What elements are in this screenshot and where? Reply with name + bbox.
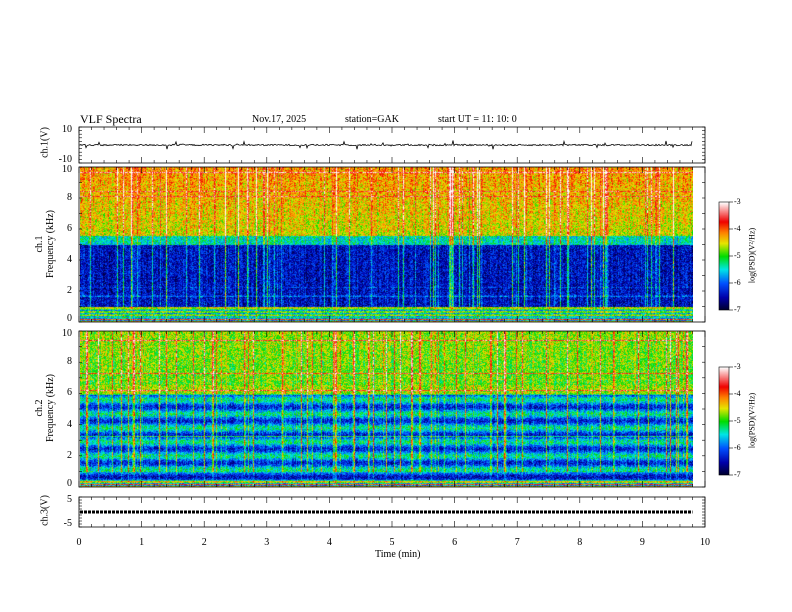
- x-axis-label: Time (min): [375, 549, 421, 560]
- colorbar-tick-label: -3: [734, 197, 741, 206]
- ch2-spec-ylabel-a: ch.2: [34, 399, 45, 417]
- y-tick-label: 0: [67, 478, 72, 489]
- y-tick-label: 2: [67, 449, 72, 461]
- colorbar-frame: [718, 201, 730, 311]
- y-tick-label: 2: [67, 285, 72, 296]
- y-tick-label: 8: [67, 192, 72, 203]
- x-tick-label: 0: [76, 537, 82, 548]
- y-tick-label: 5: [67, 494, 72, 505]
- colorbar-tick-label: -7: [734, 305, 741, 314]
- ch2-spectrogram: [80, 331, 693, 487]
- figure-title: VLF Spectra: [80, 112, 142, 126]
- y-tick-label: 10: [62, 164, 72, 175]
- ch1-spectrogram: [80, 167, 693, 322]
- panel-frame: [78, 166, 706, 323]
- y-tick-label: 10: [62, 124, 72, 135]
- station-label: station=GAK: [345, 114, 399, 125]
- panel-frame: [78, 330, 706, 488]
- y-tick-label: 10: [62, 328, 72, 339]
- ch1-spec-ylabel-b: Frequency (kHz): [45, 209, 56, 279]
- x-tick-label: 7: [514, 537, 520, 548]
- colorbar-frame: [718, 366, 730, 476]
- x-tick-label: 2: [201, 537, 207, 548]
- date-label: Nov.17, 2025: [252, 114, 307, 125]
- ch1-spec-ylabel: ch.1 Frequency (kHz): [34, 204, 56, 284]
- x-tick-label: 5: [389, 537, 395, 548]
- colorbar-tick-label: -5: [734, 416, 741, 425]
- y-tick-label: 0: [67, 313, 72, 324]
- y-tick-label: 4: [67, 418, 72, 430]
- colorbar-ch1: [719, 202, 729, 310]
- x-tick-label: 6: [452, 537, 458, 548]
- ch1-waveform-line: [79, 139, 693, 150]
- y-tick-label: -5: [63, 518, 72, 529]
- y-tick-label: 6: [67, 223, 72, 234]
- colorbar-tick-label: -5: [734, 251, 741, 260]
- colorbar-tick-label: -3: [734, 362, 741, 371]
- ch1-ylabel: ch.1(V): [39, 127, 51, 158]
- x-tick-label: 8: [577, 537, 583, 548]
- y-tick-label: 6: [67, 387, 72, 399]
- ch2-spec-ylabel-b: Frequency (kHz): [45, 373, 56, 443]
- colorbar-ch1-label: log(PSD)(V²/Hz): [747, 227, 757, 284]
- colorbar-ch2-label: log(PSD)(V²/Hz): [747, 392, 757, 449]
- x-tick-label: 4: [326, 537, 332, 548]
- x-tick-label: 1: [139, 537, 145, 548]
- x-tick-label: 10: [700, 537, 710, 548]
- ch1-spec-ylabel-a: ch.1: [34, 235, 45, 253]
- colorbar-tick-label: -4: [734, 224, 741, 233]
- x-tick-label: 9: [639, 537, 645, 548]
- colorbar-ch2: [719, 367, 729, 475]
- x-tick-label: 3: [264, 537, 270, 548]
- ch2-spec-ylabel: ch.2 Frequency (kHz): [34, 368, 56, 448]
- colorbar-tick-label: -6: [734, 443, 741, 452]
- colorbar-tick-label: -7: [734, 470, 741, 479]
- ch3-ylabel: ch.3(V): [39, 495, 51, 526]
- y-tick-label: 4: [67, 254, 72, 265]
- colorbar-tick-label: -4: [734, 389, 741, 398]
- start-time-label: start UT = 11: 10: 0: [438, 114, 517, 125]
- y-tick-label: 8: [67, 356, 72, 368]
- colorbar-tick-label: -6: [734, 278, 741, 287]
- y-tick-label: -10: [58, 154, 72, 165]
